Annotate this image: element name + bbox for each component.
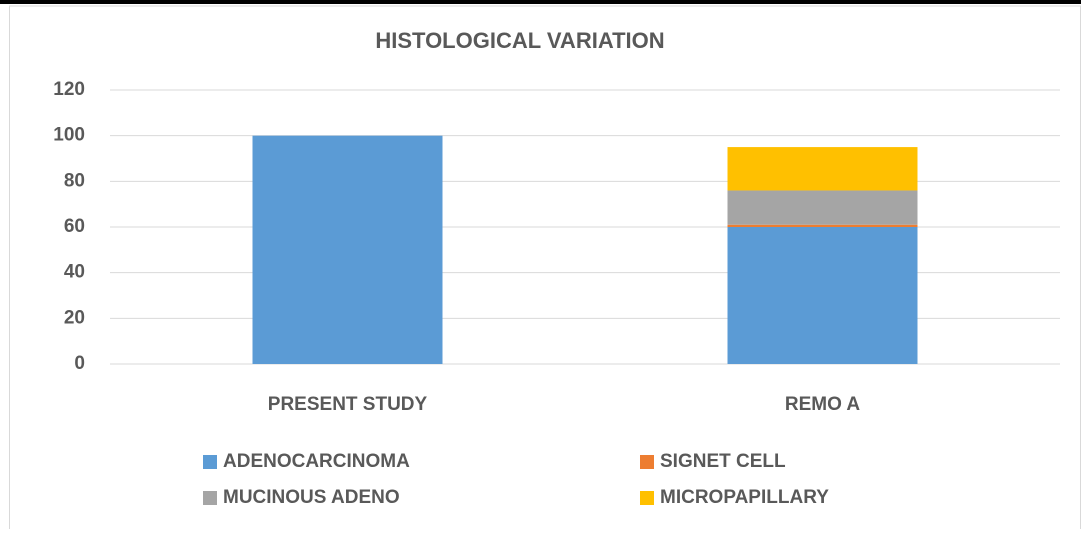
bar [727, 227, 918, 364]
y-tick-label: 100 [53, 125, 85, 146]
legend-label: MICROPAPILLARY [660, 487, 829, 508]
top-border [0, 0, 1081, 4]
legend-label: MUCINOUS ADENO [223, 487, 400, 508]
y-tick-label: 60 [64, 216, 85, 237]
legend-swatch [203, 455, 217, 469]
bar [727, 190, 918, 225]
x-tick-label: PRESENT STUDY [268, 394, 428, 415]
bar [252, 135, 443, 364]
chart-title: HISTOLOGICAL VARIATION [375, 28, 664, 53]
legend-label: SIGNET CELL [660, 451, 786, 472]
legend-label: ADENOCARCINOMA [223, 451, 410, 472]
legend-swatch [203, 491, 217, 505]
y-tick-label: 0 [74, 353, 85, 374]
y-tick-label: 80 [64, 170, 85, 191]
y-tick-label: 120 [53, 79, 85, 100]
bar [727, 224, 918, 227]
bar [727, 147, 918, 191]
y-tick-label: 40 [64, 262, 85, 283]
legend-swatch [640, 491, 654, 505]
legend-swatch [640, 455, 654, 469]
y-tick-label: 20 [64, 307, 85, 328]
x-tick-label: REMO A [785, 394, 861, 415]
